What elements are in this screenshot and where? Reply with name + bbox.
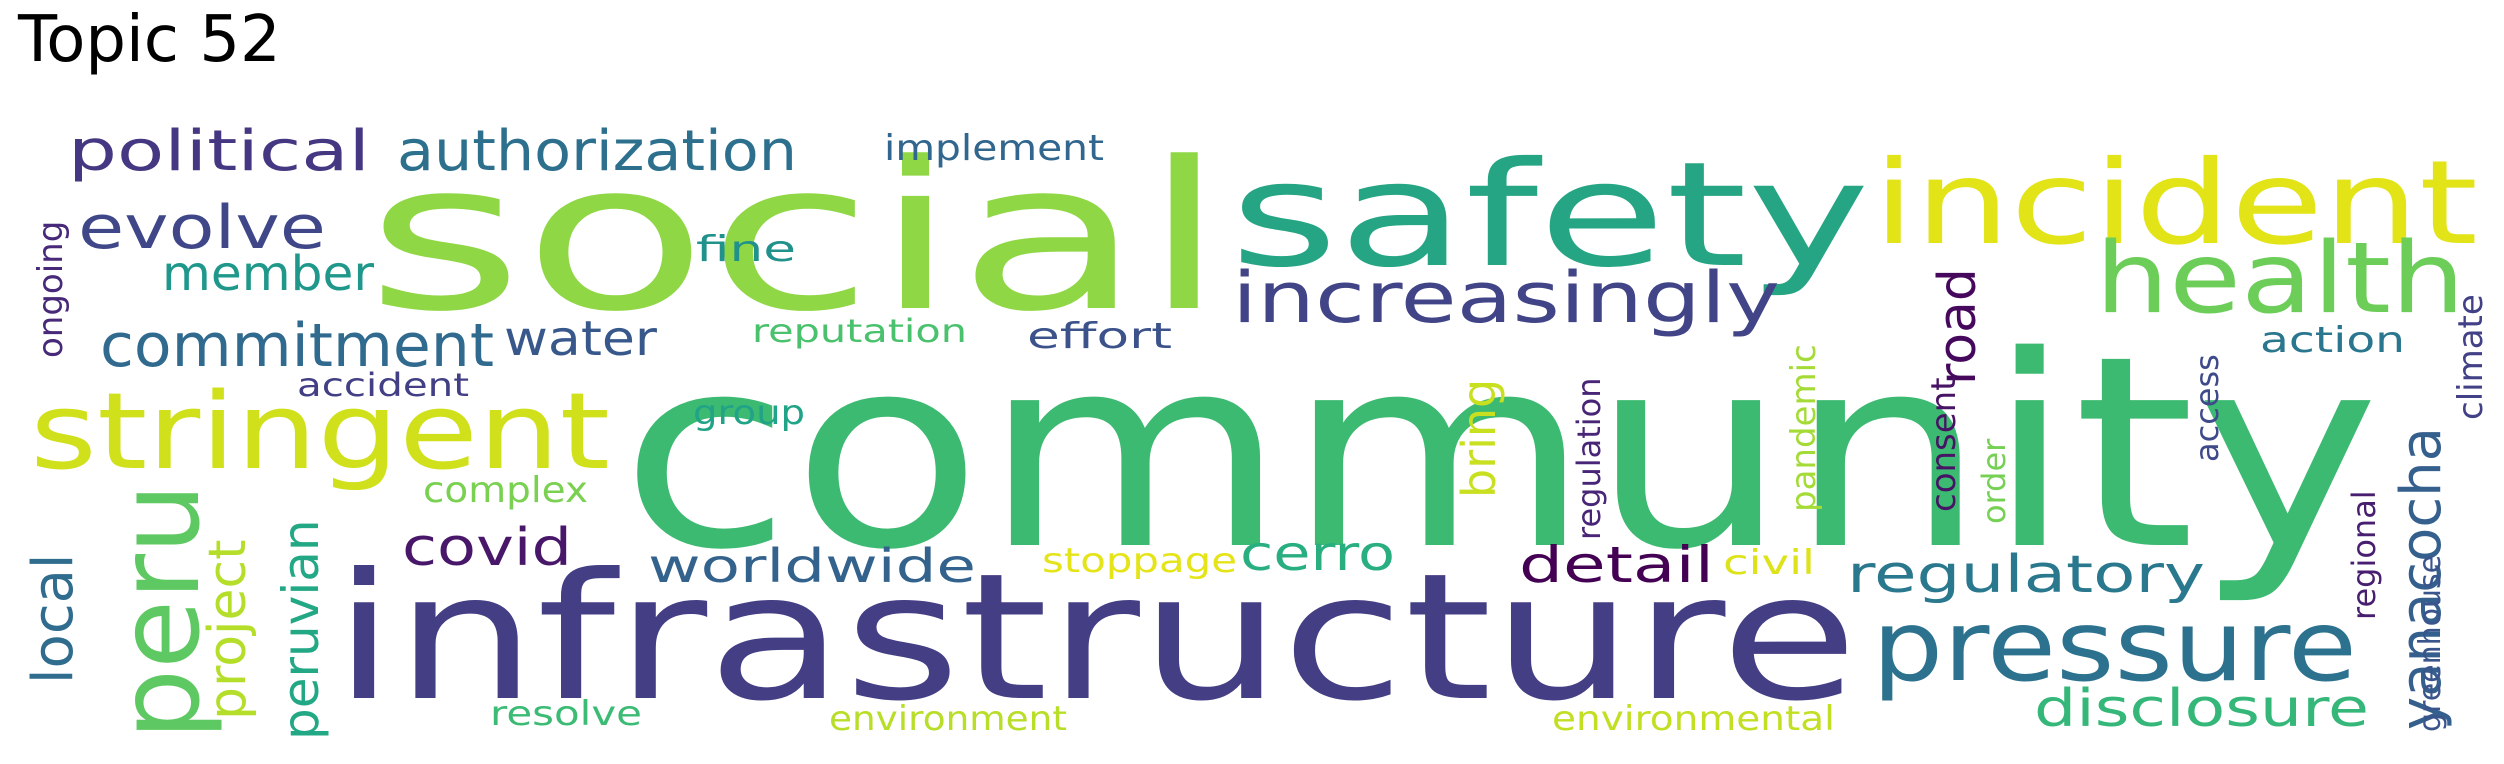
word-community: community: [620, 300, 2380, 608]
word-civil: civil: [1723, 543, 1815, 583]
word-cerro: cerro: [1240, 526, 1395, 582]
word-disclosure: disclosure: [2034, 679, 2369, 739]
word-environment: environment: [829, 699, 1067, 739]
word-environmental: environmental: [1552, 699, 1835, 739]
word-peruvian: peruvian: [272, 519, 330, 740]
word-regulation: regulation: [1570, 377, 1608, 540]
word-peru: peru: [95, 483, 225, 740]
word-road: road: [1928, 268, 1988, 385]
word-pandemic: pandemic: [1784, 344, 1824, 512]
word-bring: bring: [1452, 379, 1506, 498]
word-commitment: commitment: [100, 311, 494, 381]
word-pressure: pressure: [1872, 590, 2357, 704]
word-effort: effort: [1027, 316, 1172, 357]
word-stringent: stringent: [30, 370, 610, 493]
word-infrastructure: infrastructure: [333, 537, 1858, 740]
word-local: local: [21, 554, 86, 684]
word-greenhouse: greenhouse: [2413, 555, 2448, 732]
word-health: health: [2095, 222, 2465, 336]
word-incident: incident: [1873, 136, 2478, 271]
word-ongoing: ongoing: [31, 221, 71, 358]
word-evolve: evolve: [78, 193, 326, 263]
word-member: member: [162, 246, 374, 302]
word-climate: climate: [2451, 294, 2491, 420]
word-water: water: [504, 311, 657, 367]
word-accident: accident: [297, 366, 469, 404]
word-covid: covid: [402, 518, 572, 578]
word-fine: fine: [696, 229, 796, 270]
word-action: action: [2260, 320, 2405, 361]
word-resolve: resolve: [490, 694, 642, 734]
word-implement: implement: [884, 128, 1104, 169]
word-authorization: authorization: [397, 119, 797, 184]
word-consent: consent: [1924, 377, 1964, 512]
word-increasingly: increasingly: [1232, 257, 1780, 339]
word-group: group: [693, 393, 805, 433]
word-political: political: [68, 119, 370, 184]
word-regional: regional: [2345, 490, 2383, 620]
word-reputation: reputation: [752, 312, 967, 350]
word-complex: complex: [423, 470, 588, 511]
word-project: project: [198, 540, 258, 720]
word-order: order: [1975, 438, 2013, 524]
word-regulatory: regulatory: [1847, 545, 2205, 605]
word-safety: safety: [1230, 131, 1870, 300]
word-social: social: [366, 119, 1226, 357]
word-worldwide: worldwide: [648, 539, 976, 593]
word-yanacocha: yanacocha: [2389, 427, 2454, 730]
word-detail: detail: [1519, 536, 1714, 594]
page-title: Topic 52: [18, 3, 281, 77]
word-access: access: [2188, 354, 2226, 462]
word-stoppage: stoppage: [1042, 541, 1237, 581]
